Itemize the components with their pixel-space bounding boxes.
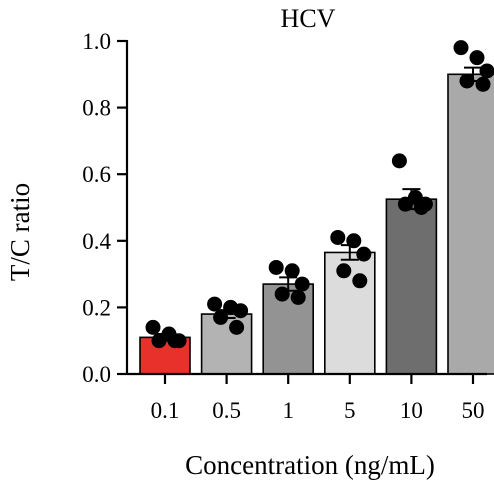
data-point-5-1 (469, 50, 485, 66)
y-tick-label-0: 0.0 (82, 362, 111, 387)
axes-group: 0.0 0.2 0.4 0.6 0.8 1.0 0.1 0.5 1 5 10 50 (82, 29, 487, 423)
chart-title: HCV (281, 4, 336, 33)
data-point-1-4 (229, 319, 245, 335)
y-tick-label-1: 0.2 (82, 295, 111, 320)
x-tick-label-2: 1 (282, 398, 294, 423)
data-point-2-1 (284, 263, 300, 279)
data-point-2-3 (274, 286, 290, 302)
y-tick-label-4: 0.8 (82, 96, 111, 121)
data-point-3-1 (346, 233, 362, 249)
data-point-2-2 (294, 276, 310, 292)
data-point-1-0 (207, 296, 223, 312)
data-points-group (145, 40, 494, 349)
data-point-4-3 (397, 196, 413, 212)
data-point-0-0 (145, 319, 161, 335)
x-tick-label-3: 5 (344, 398, 356, 423)
x-axis-title: Concentration (ng/mL) (185, 450, 435, 480)
bar-4 (385, 198, 438, 375)
data-point-3-2 (356, 246, 372, 262)
y-tick-label-5: 1.0 (82, 29, 111, 54)
data-point-5-3 (459, 73, 475, 89)
data-point-5-0 (453, 40, 469, 56)
data-point-2-4 (290, 289, 306, 305)
bar-1 (200, 313, 253, 375)
y-axis-title: T/C ratio (5, 183, 35, 281)
x-tick-label-4: 10 (400, 398, 423, 423)
y-tick-label-3: 0.6 (82, 162, 111, 187)
data-point-4-0 (391, 153, 407, 169)
bar-5 (447, 73, 494, 375)
data-point-3-3 (336, 263, 352, 279)
data-point-5-2 (479, 63, 494, 79)
data-point-1-2 (233, 303, 249, 319)
bars-group (139, 73, 494, 375)
x-tick-label-5: 50 (462, 398, 485, 423)
data-point-0-3 (151, 333, 167, 349)
data-point-4-4 (413, 200, 429, 215)
data-point-2-0 (268, 259, 284, 275)
data-point-5-4 (475, 76, 491, 92)
data-point-0-4 (167, 333, 183, 349)
data-point-3-4 (352, 273, 368, 289)
y-tick-label-2: 0.4 (82, 229, 111, 254)
x-tick-label-0: 0.1 (151, 398, 180, 423)
data-point-3-0 (330, 229, 346, 245)
data-point-1-3 (213, 309, 229, 325)
x-tick-label-1: 0.5 (212, 398, 241, 423)
